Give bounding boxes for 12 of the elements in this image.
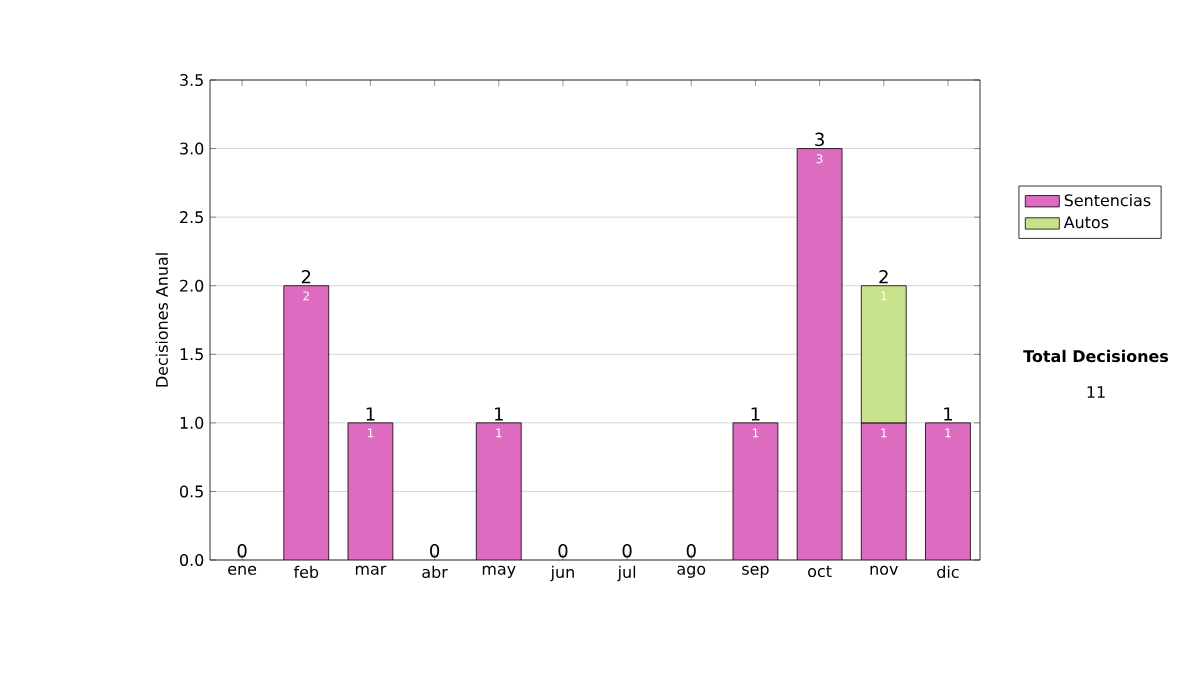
total-label: 2 — [879, 270, 888, 284]
total-label: 1 — [366, 407, 375, 421]
total-label: 3 — [815, 132, 824, 147]
total-label: 1 — [751, 407, 760, 421]
total-label: 0 — [622, 544, 632, 558]
total-label: 0 — [558, 544, 568, 558]
total-label: 0 — [237, 544, 247, 558]
total-label: 1 — [495, 407, 503, 421]
total-label: 0 — [686, 544, 696, 558]
total-label: 1 — [944, 407, 952, 421]
total-label: 0 — [430, 544, 440, 558]
total-label: 2 — [301, 270, 311, 284]
